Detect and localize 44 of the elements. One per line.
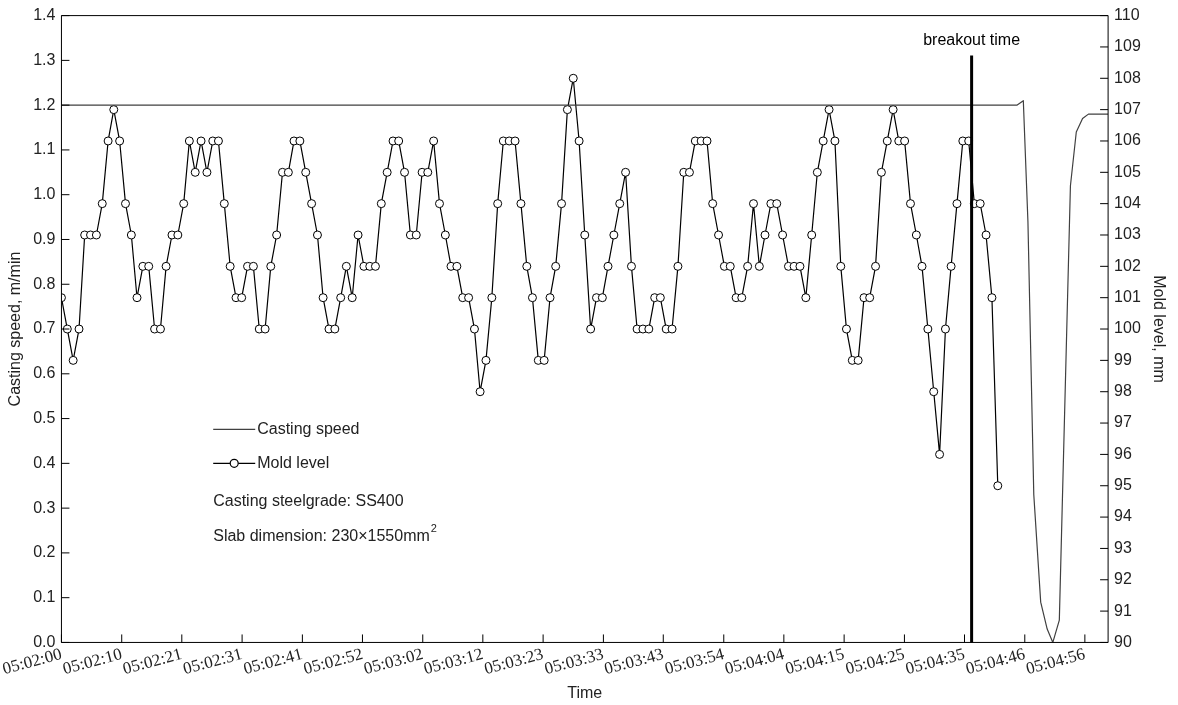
y2-tick-label: 94 bbox=[1114, 507, 1132, 525]
y2-tick-label: 109 bbox=[1114, 37, 1141, 55]
ref-line-label: breakout time bbox=[923, 31, 1021, 49]
y2-tick-label: 102 bbox=[1114, 256, 1141, 274]
y-tick-label: 1.1 bbox=[33, 140, 56, 158]
y-tick-label: 0.4 bbox=[33, 453, 56, 471]
x-tick-label: 05:02:10 bbox=[60, 644, 124, 679]
legend-label: Mold level bbox=[257, 453, 330, 471]
y2-tick-label: 104 bbox=[1114, 194, 1141, 212]
y-tick-label: 1.3 bbox=[33, 50, 56, 68]
annotation: Casting steelgrade: SS400 bbox=[213, 491, 404, 509]
y2-tick-label: 110 bbox=[1114, 6, 1140, 24]
y-tick-label: 1.2 bbox=[33, 95, 56, 113]
y2-tick-label: 90 bbox=[1114, 632, 1132, 650]
y2-tick-label: 100 bbox=[1114, 319, 1141, 337]
y2-tick-label: 99 bbox=[1114, 350, 1132, 368]
y2-tick-label: 92 bbox=[1114, 570, 1132, 588]
y-axis-title: Casting speed, m/min bbox=[6, 251, 24, 407]
legend-label: Casting speed bbox=[257, 419, 360, 437]
y2-tick-label: 106 bbox=[1114, 131, 1141, 149]
y2-tick-label: 103 bbox=[1114, 225, 1141, 243]
y-tick-label: 0.7 bbox=[33, 319, 56, 337]
y2-axis-title: Mold level, mm bbox=[1150, 275, 1168, 383]
y2-tick-label: 105 bbox=[1114, 162, 1141, 180]
y-tick-label: 0.1 bbox=[33, 588, 56, 606]
y2-tick-label: 91 bbox=[1114, 601, 1132, 619]
y-tick-label: 1.0 bbox=[33, 185, 56, 203]
y2-tick-label: 108 bbox=[1114, 68, 1141, 86]
y2-tick-label: 107 bbox=[1114, 100, 1141, 118]
y2-tick-label: 97 bbox=[1114, 413, 1132, 431]
y2-tick-label: 96 bbox=[1114, 444, 1132, 462]
y2-tick-label: 98 bbox=[1114, 382, 1132, 400]
y-tick-label: 0.9 bbox=[33, 229, 56, 247]
y2-tick-label: 95 bbox=[1114, 476, 1132, 494]
y-tick-label: 0.5 bbox=[33, 408, 56, 426]
y-tick-label: 0.3 bbox=[33, 498, 56, 516]
x-axis-title: Time bbox=[567, 683, 603, 701]
y-tick-label: 0.8 bbox=[33, 274, 56, 292]
y-tick-label: 1.4 bbox=[33, 6, 56, 24]
y-tick-label: 0.6 bbox=[33, 364, 56, 382]
y-tick-label: 0.0 bbox=[33, 632, 56, 650]
y2-tick-label: 93 bbox=[1114, 538, 1132, 556]
y-tick-label: 0.2 bbox=[33, 543, 56, 561]
y2-tick-label: 101 bbox=[1114, 288, 1141, 306]
